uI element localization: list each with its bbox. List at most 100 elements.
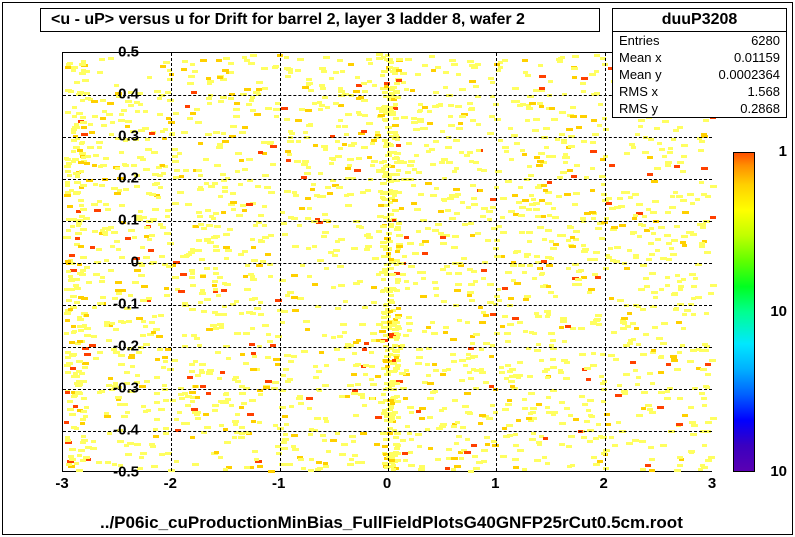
y-tick-label: -0.3 (89, 380, 139, 397)
heatmap-cell (507, 323, 514, 326)
heatmap-cell (64, 157, 69, 160)
heatmap-cell (64, 288, 69, 291)
heatmap-cell (458, 122, 463, 125)
heatmap-cell (285, 380, 291, 383)
heatmap-cell (590, 141, 596, 144)
heatmap-cell (329, 162, 334, 165)
heatmap-cell (427, 382, 434, 385)
heatmap-cell (268, 191, 275, 194)
heatmap-cell (205, 133, 212, 136)
heatmap-cell (682, 211, 689, 214)
heatmap-cell (699, 181, 704, 184)
heatmap-cell (291, 274, 298, 277)
heatmap-cell (258, 313, 264, 316)
heatmap-cell (306, 247, 311, 250)
heatmap-cell (504, 150, 509, 153)
heatmap-cell (700, 368, 707, 371)
heatmap-cell (412, 252, 419, 255)
heatmap-cell (360, 432, 367, 435)
heatmap-cell (502, 427, 507, 430)
heatmap-cell (616, 421, 621, 424)
heatmap-cell (125, 120, 132, 123)
heatmap-cell (199, 369, 204, 372)
heatmap-cell (254, 113, 261, 116)
heatmap-cell (534, 312, 539, 315)
heatmap-cell (381, 245, 388, 248)
heatmap-cell (693, 277, 698, 280)
heatmap-cell (64, 332, 69, 335)
heatmap-cell (547, 214, 552, 217)
heatmap-cell (454, 289, 461, 292)
heatmap-cell (438, 232, 444, 235)
heatmap-cell (213, 288, 218, 291)
heatmap-cell (343, 300, 348, 303)
heatmap-cell (665, 211, 671, 214)
heatmap-cell (699, 392, 705, 395)
heatmap-cell (649, 227, 654, 230)
heatmap-cell (452, 170, 457, 173)
plot-title: <u - uP> versus u for Drift for barrel 2… (51, 11, 525, 29)
heatmap-cell (393, 173, 400, 176)
heatmap-cell (537, 160, 544, 163)
heatmap-cell (401, 81, 406, 84)
heatmap-cell (364, 342, 369, 345)
heatmap-cell (445, 146, 452, 149)
heatmap-cell (268, 275, 273, 278)
heatmap-cell (64, 165, 71, 168)
heatmap-cell (369, 351, 374, 354)
heatmap-cell (415, 73, 421, 76)
heatmap-cell (110, 245, 115, 248)
heatmap-cell (441, 198, 447, 201)
heatmap-cell (646, 208, 651, 211)
heatmap-cell (99, 280, 105, 283)
heatmap-cell (69, 189, 74, 192)
heatmap-cell (208, 185, 215, 188)
heatmap-cell (197, 188, 204, 191)
heatmap-cell (243, 362, 249, 365)
heatmap-cell (674, 368, 679, 371)
heatmap-cell (573, 418, 579, 421)
grid-line-v (280, 53, 281, 471)
heatmap-cell (113, 328, 119, 331)
heatmap-cell (243, 332, 250, 335)
heatmap-cell (665, 390, 670, 393)
heatmap-cell (74, 427, 79, 430)
heatmap-cell (218, 195, 223, 198)
heatmap-cell (345, 204, 352, 207)
heatmap-cell (673, 191, 678, 194)
heatmap-cell (678, 195, 683, 198)
heatmap-cell (401, 116, 408, 119)
heatmap-cell (454, 212, 460, 215)
heatmap-cell (655, 238, 661, 241)
heatmap-cell (319, 104, 325, 107)
heatmap-cell (183, 169, 189, 172)
heatmap-cell (448, 115, 453, 118)
heatmap-cell (356, 157, 362, 160)
heatmap-cell (649, 469, 655, 472)
heatmap-cell (157, 113, 163, 116)
heatmap-cell (390, 70, 396, 73)
heatmap-cell (612, 444, 618, 447)
heatmap-cell (688, 406, 694, 409)
heatmap-cell (249, 298, 255, 301)
heatmap-cell (75, 126, 80, 129)
heatmap-cell (132, 281, 139, 284)
heatmap-cell (609, 436, 614, 439)
heatmap-cell (322, 439, 327, 442)
heatmap-cell (65, 181, 70, 184)
heatmap-cell (152, 315, 157, 318)
heatmap-cell (364, 234, 370, 237)
heatmap-cell (528, 392, 535, 395)
heatmap-cell (573, 192, 580, 195)
heatmap-cell (315, 468, 321, 471)
heatmap-cell (128, 104, 134, 107)
heatmap-cell (69, 288, 75, 291)
heatmap-cell (262, 224, 267, 227)
heatmap-cell (379, 330, 386, 333)
heatmap-cell (455, 105, 462, 108)
heatmap-cell (691, 424, 698, 427)
heatmap-cell (295, 69, 301, 72)
heatmap-cell (286, 463, 293, 466)
heatmap-cell (149, 234, 155, 237)
heatmap-cell (395, 316, 401, 319)
